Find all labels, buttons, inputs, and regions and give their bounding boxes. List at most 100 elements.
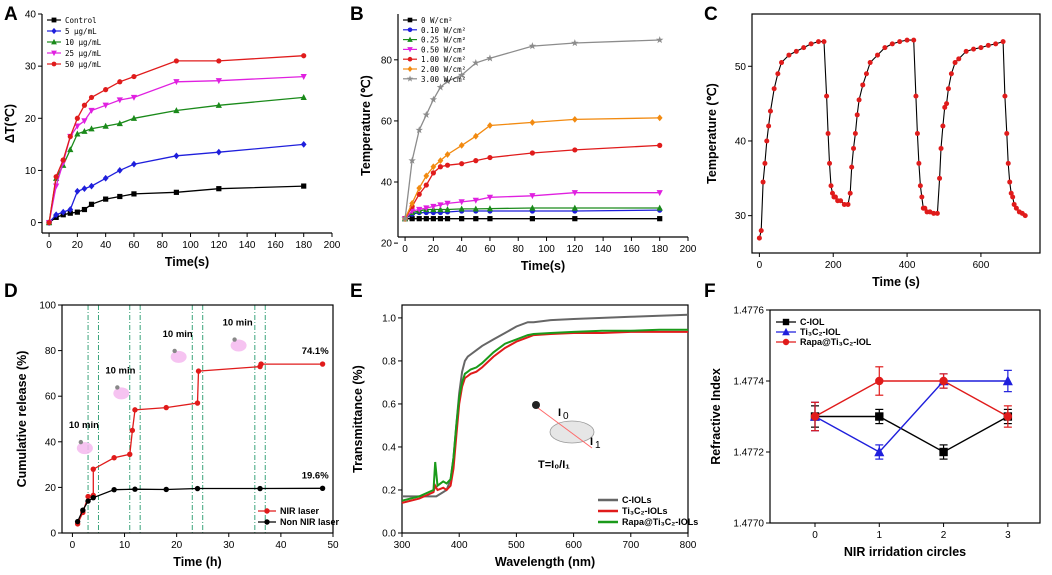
y-axis-title: ΔT(℃) [3, 104, 17, 143]
data-point [194, 400, 201, 406]
x-tick-label: 20 [171, 540, 183, 551]
data-point [437, 164, 444, 170]
data-point [808, 41, 814, 47]
plot-frame [401, 304, 689, 534]
data-point [173, 107, 180, 114]
data-point [430, 216, 436, 222]
data-point [529, 216, 535, 222]
legend-label: 0.50 W/cm² [421, 45, 466, 54]
plot-frame [61, 304, 334, 534]
data-point [856, 97, 862, 103]
data-point [472, 132, 479, 140]
data-point [74, 130, 81, 137]
x-tick-label: 0 [70, 540, 76, 551]
data-point [74, 518, 81, 525]
data-point [459, 161, 465, 167]
data-point [529, 119, 536, 126]
legend-label: 50 μg/mL [65, 60, 102, 69]
y-tick-label: 0.0 [382, 529, 396, 540]
x-tick-label: 0 [402, 244, 408, 255]
data-point [67, 133, 73, 140]
data-point [90, 494, 96, 501]
data-point [437, 157, 444, 165]
legend-label: 10 μg/mL [65, 38, 102, 47]
data-point [409, 216, 415, 222]
laser-glow-icon [76, 442, 93, 455]
legend-swatch-marker [264, 508, 270, 514]
data-point [408, 156, 416, 164]
data-point [437, 206, 444, 213]
data-point [486, 205, 494, 212]
data-point [415, 126, 423, 134]
panel-a-label: A [4, 4, 18, 25]
data-point [81, 206, 88, 213]
data-point [300, 94, 307, 101]
data-point [771, 86, 777, 92]
data-point [1022, 213, 1028, 219]
data-point [841, 201, 847, 207]
data-point [444, 216, 451, 222]
data-point [457, 71, 466, 79]
irradiation-annotation: 10 min [163, 329, 193, 340]
data-point [102, 122, 109, 129]
data-point [937, 175, 943, 181]
data-point [767, 108, 773, 114]
panel-f-label: F [704, 281, 716, 302]
x-tick-label: 180 [295, 240, 312, 251]
y-tick-label: 0 [50, 529, 56, 540]
x-tick-label: 120 [210, 240, 227, 251]
legend-label: C-IOLs [622, 495, 652, 505]
x-tick-label: 0 [757, 260, 763, 271]
data-point [882, 45, 888, 51]
data-point [472, 58, 480, 67]
y-axis-title: Temperature (℃) [705, 83, 719, 184]
data-point [793, 48, 799, 54]
x-axis-title: Wavelength (nm) [495, 555, 595, 569]
data-point [319, 485, 326, 492]
series-line [401, 328, 688, 502]
data-point [815, 39, 821, 45]
data-point [215, 101, 222, 108]
data-point [195, 368, 202, 374]
data-point [487, 216, 493, 222]
inset-label-i1-sub: 1 [595, 440, 601, 451]
data-point [1013, 205, 1019, 211]
panel-c: C 0 200 400 600 30 40 50 Time (s) Temperature (℃… [704, 4, 1041, 289]
y-tick-label: 1.0 [382, 313, 396, 324]
laser-glow-icon [113, 387, 130, 400]
data-point [1000, 39, 1006, 45]
panel-d: D 0 10 20 30 40 50 0 20 40 60 80 100 Time (h) Cumulat… [4, 281, 340, 569]
inset-label-i1: I [590, 436, 593, 448]
data-point [852, 131, 858, 136]
data-point [486, 54, 494, 62]
data-point [779, 60, 785, 66]
data-point [487, 154, 493, 161]
data-point [173, 189, 179, 195]
data-point [863, 71, 869, 77]
x-tick-label: 60 [484, 244, 496, 255]
data-point [934, 210, 940, 216]
data-point [472, 205, 479, 212]
data-point [847, 190, 853, 196]
legend-swatch-marker [782, 327, 790, 336]
y-axis-title: Cumulative release (%) [15, 351, 29, 488]
data-point [472, 197, 479, 204]
data-point [458, 141, 465, 149]
y-tick-label: 40 [25, 10, 37, 21]
data-point [300, 140, 307, 148]
data-point [67, 206, 74, 213]
x-tick-label: 600 [973, 260, 990, 271]
y-tick-label: 1.4776 [733, 306, 764, 317]
legend-swatch-marker [782, 318, 790, 326]
data-point [416, 191, 422, 197]
data-point [528, 42, 537, 50]
laser-head-icon [78, 439, 84, 445]
data-point [443, 77, 452, 85]
data-point [437, 202, 444, 209]
x-tick-label: 10 [119, 540, 131, 551]
data-point [952, 60, 958, 66]
data-point [931, 210, 937, 216]
data-point [173, 152, 180, 160]
data-point [88, 125, 95, 132]
x-tick-label: 180 [651, 244, 668, 255]
